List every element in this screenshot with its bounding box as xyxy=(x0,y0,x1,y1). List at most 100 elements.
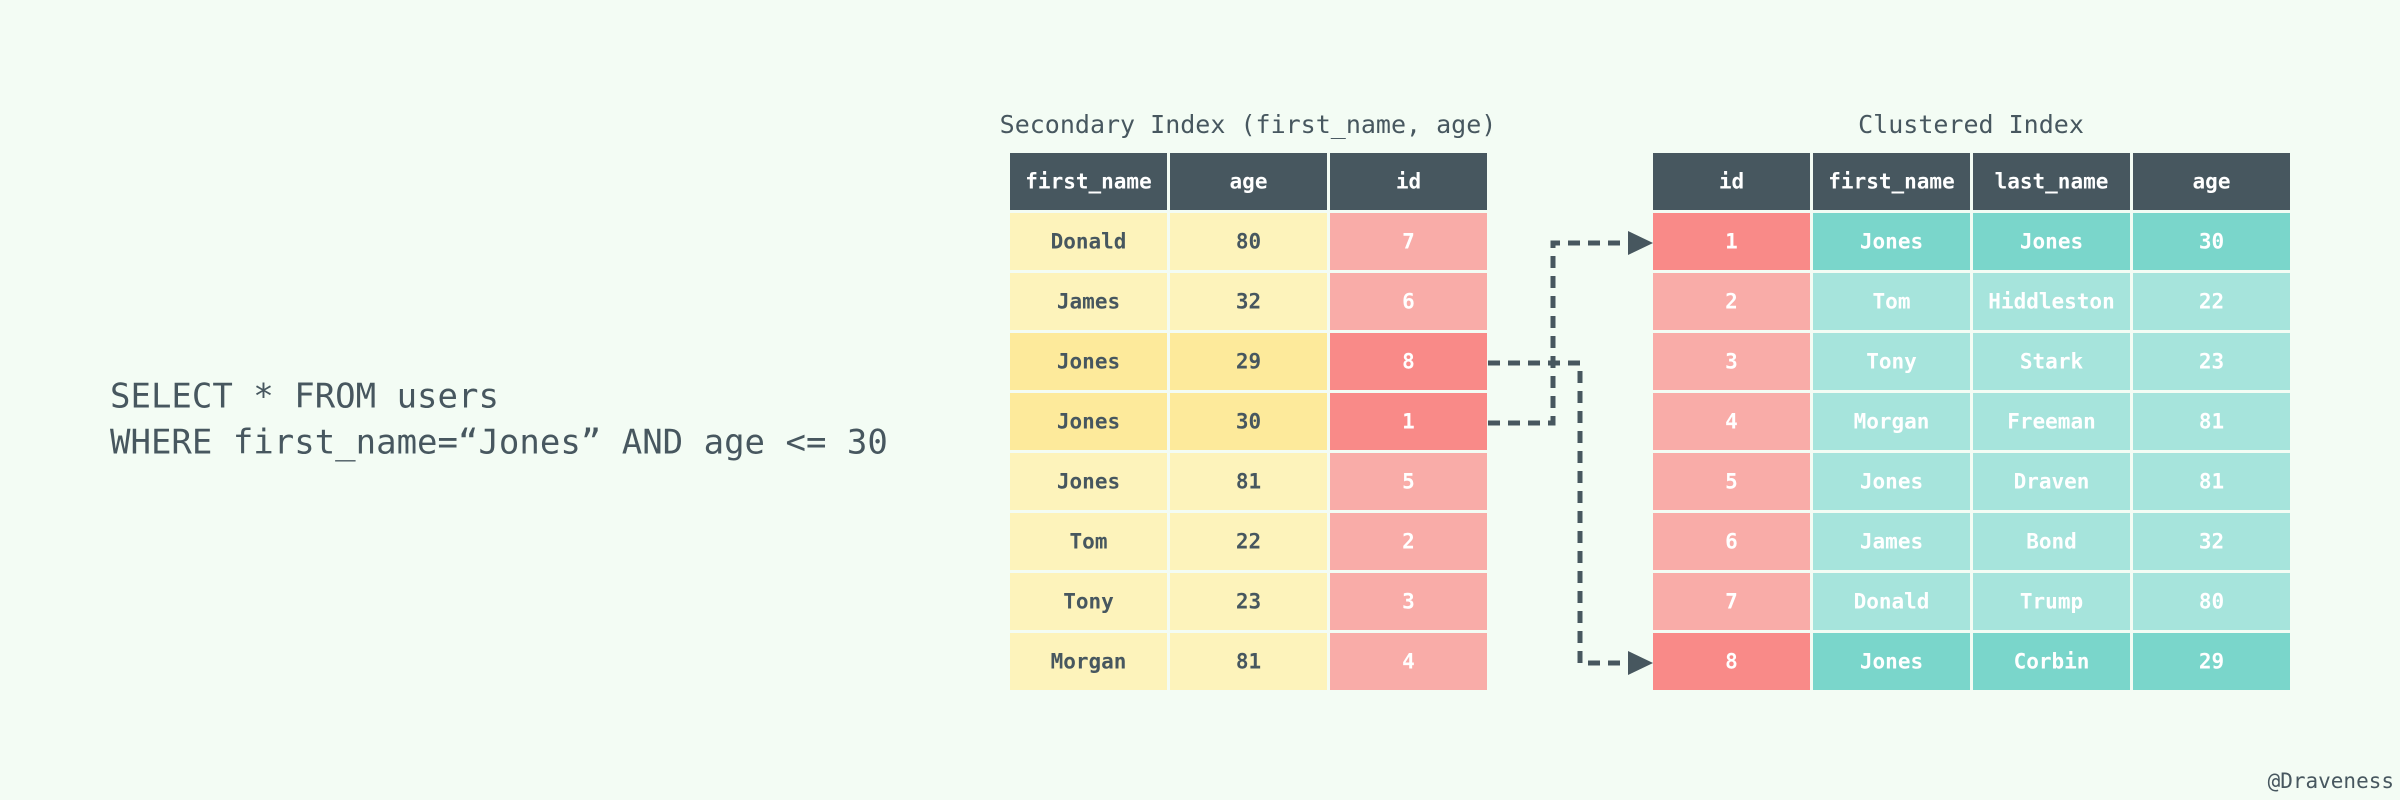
cell xyxy=(1330,333,1487,390)
cell xyxy=(1170,453,1327,510)
cell xyxy=(2133,633,2290,690)
cell-text: 30 xyxy=(2199,230,2224,254)
cell-text: Jones xyxy=(1860,230,1923,254)
cell xyxy=(1973,453,2130,510)
cell xyxy=(2133,393,2290,450)
table-title: Secondary Index (first_name, age) xyxy=(1000,110,1497,139)
cell xyxy=(1010,633,1167,690)
cell-text: 4 xyxy=(1402,650,1415,674)
cell-text: 2 xyxy=(1402,530,1415,554)
header-cell xyxy=(1973,153,2130,210)
cell xyxy=(1170,393,1327,450)
cell xyxy=(1170,213,1327,270)
cell xyxy=(1170,513,1327,570)
cell-text: Jones xyxy=(1860,470,1923,494)
cell xyxy=(1973,513,2130,570)
cell xyxy=(1973,393,2130,450)
cell-text: Jones xyxy=(1057,410,1120,434)
column-header: age xyxy=(1230,170,1268,194)
cell xyxy=(1010,333,1167,390)
cell xyxy=(1170,573,1327,630)
arrow-head xyxy=(1628,651,1653,675)
cell-text: 5 xyxy=(1725,470,1738,494)
cell-text: Jones xyxy=(1057,470,1120,494)
cell xyxy=(1330,513,1487,570)
cell xyxy=(2133,213,2290,270)
cell-text: 6 xyxy=(1402,290,1415,314)
cell xyxy=(2133,273,2290,330)
cell-text: James xyxy=(1860,530,1923,554)
cell xyxy=(1330,213,1487,270)
cell xyxy=(1813,273,1970,330)
cell xyxy=(1653,333,1810,390)
cell xyxy=(1170,273,1327,330)
cell-text: 22 xyxy=(2199,290,2224,314)
cell-text: 32 xyxy=(2199,530,2224,554)
cell-text: 32 xyxy=(1236,290,1261,314)
cell-text: James xyxy=(1057,290,1120,314)
cell xyxy=(1010,273,1167,330)
cell-text: 81 xyxy=(2199,410,2224,434)
cell-text: 8 xyxy=(1725,650,1738,674)
cell-text: Morgan xyxy=(1854,410,1930,434)
cell-text: 23 xyxy=(1236,590,1261,614)
cell-text: Jones xyxy=(1057,350,1120,374)
cell-text: 1 xyxy=(1402,410,1415,434)
column-header: id xyxy=(1719,170,1744,194)
cell xyxy=(1330,393,1487,450)
cell xyxy=(1170,333,1327,390)
cell xyxy=(1170,633,1327,690)
cell-text: 7 xyxy=(1725,590,1738,614)
cell xyxy=(1653,213,1810,270)
cell-text: 81 xyxy=(1236,650,1261,674)
cell xyxy=(1813,393,1970,450)
cell-text: Donald xyxy=(1854,590,1930,614)
cell-text: 8 xyxy=(1402,350,1415,374)
cell xyxy=(1813,453,1970,510)
cell-text: 6 xyxy=(1725,530,1738,554)
cell xyxy=(1653,393,1810,450)
cell-text: Tom xyxy=(1070,530,1108,554)
cell xyxy=(1973,273,2130,330)
cell-text: 2 xyxy=(1725,290,1738,314)
cell-text: 22 xyxy=(1236,530,1261,554)
column-header: id xyxy=(1396,170,1421,194)
cell xyxy=(1010,213,1167,270)
cell xyxy=(1813,633,1970,690)
cell xyxy=(2133,513,2290,570)
cell xyxy=(1653,513,1810,570)
cell-text: Jones xyxy=(1860,650,1923,674)
cell-text: 29 xyxy=(2199,650,2224,674)
header-cell xyxy=(1813,153,1970,210)
column-header: age xyxy=(2193,170,2231,194)
header-cell xyxy=(1653,153,1810,210)
cell-text: 30 xyxy=(1236,410,1261,434)
cell-text: 23 xyxy=(2199,350,2224,374)
cell-text: Tony xyxy=(1063,590,1114,614)
cell xyxy=(1010,513,1167,570)
cell-text: Morgan xyxy=(1051,650,1127,674)
column-header: first_name xyxy=(1025,170,1151,194)
cell-text: 7 xyxy=(1402,230,1415,254)
cell-text: 4 xyxy=(1725,410,1738,434)
cell xyxy=(2133,333,2290,390)
cell xyxy=(1813,513,1970,570)
cell xyxy=(1813,573,1970,630)
cell xyxy=(1330,633,1487,690)
cell xyxy=(1330,453,1487,510)
cell xyxy=(1653,453,1810,510)
arrow-head xyxy=(1628,231,1653,255)
header-cell xyxy=(1170,153,1327,210)
cell xyxy=(1330,273,1487,330)
cell-text: Tony xyxy=(1866,350,1917,374)
cell-text: 80 xyxy=(1236,230,1261,254)
cell xyxy=(1653,633,1810,690)
sql-line: SELECT * FROM users xyxy=(110,377,499,417)
cell xyxy=(2133,453,2290,510)
cell-text: 1 xyxy=(1725,230,1738,254)
cell xyxy=(1653,273,1810,330)
cell xyxy=(1813,333,1970,390)
pointer-arrow xyxy=(1488,240,1630,426)
cell xyxy=(1813,213,1970,270)
